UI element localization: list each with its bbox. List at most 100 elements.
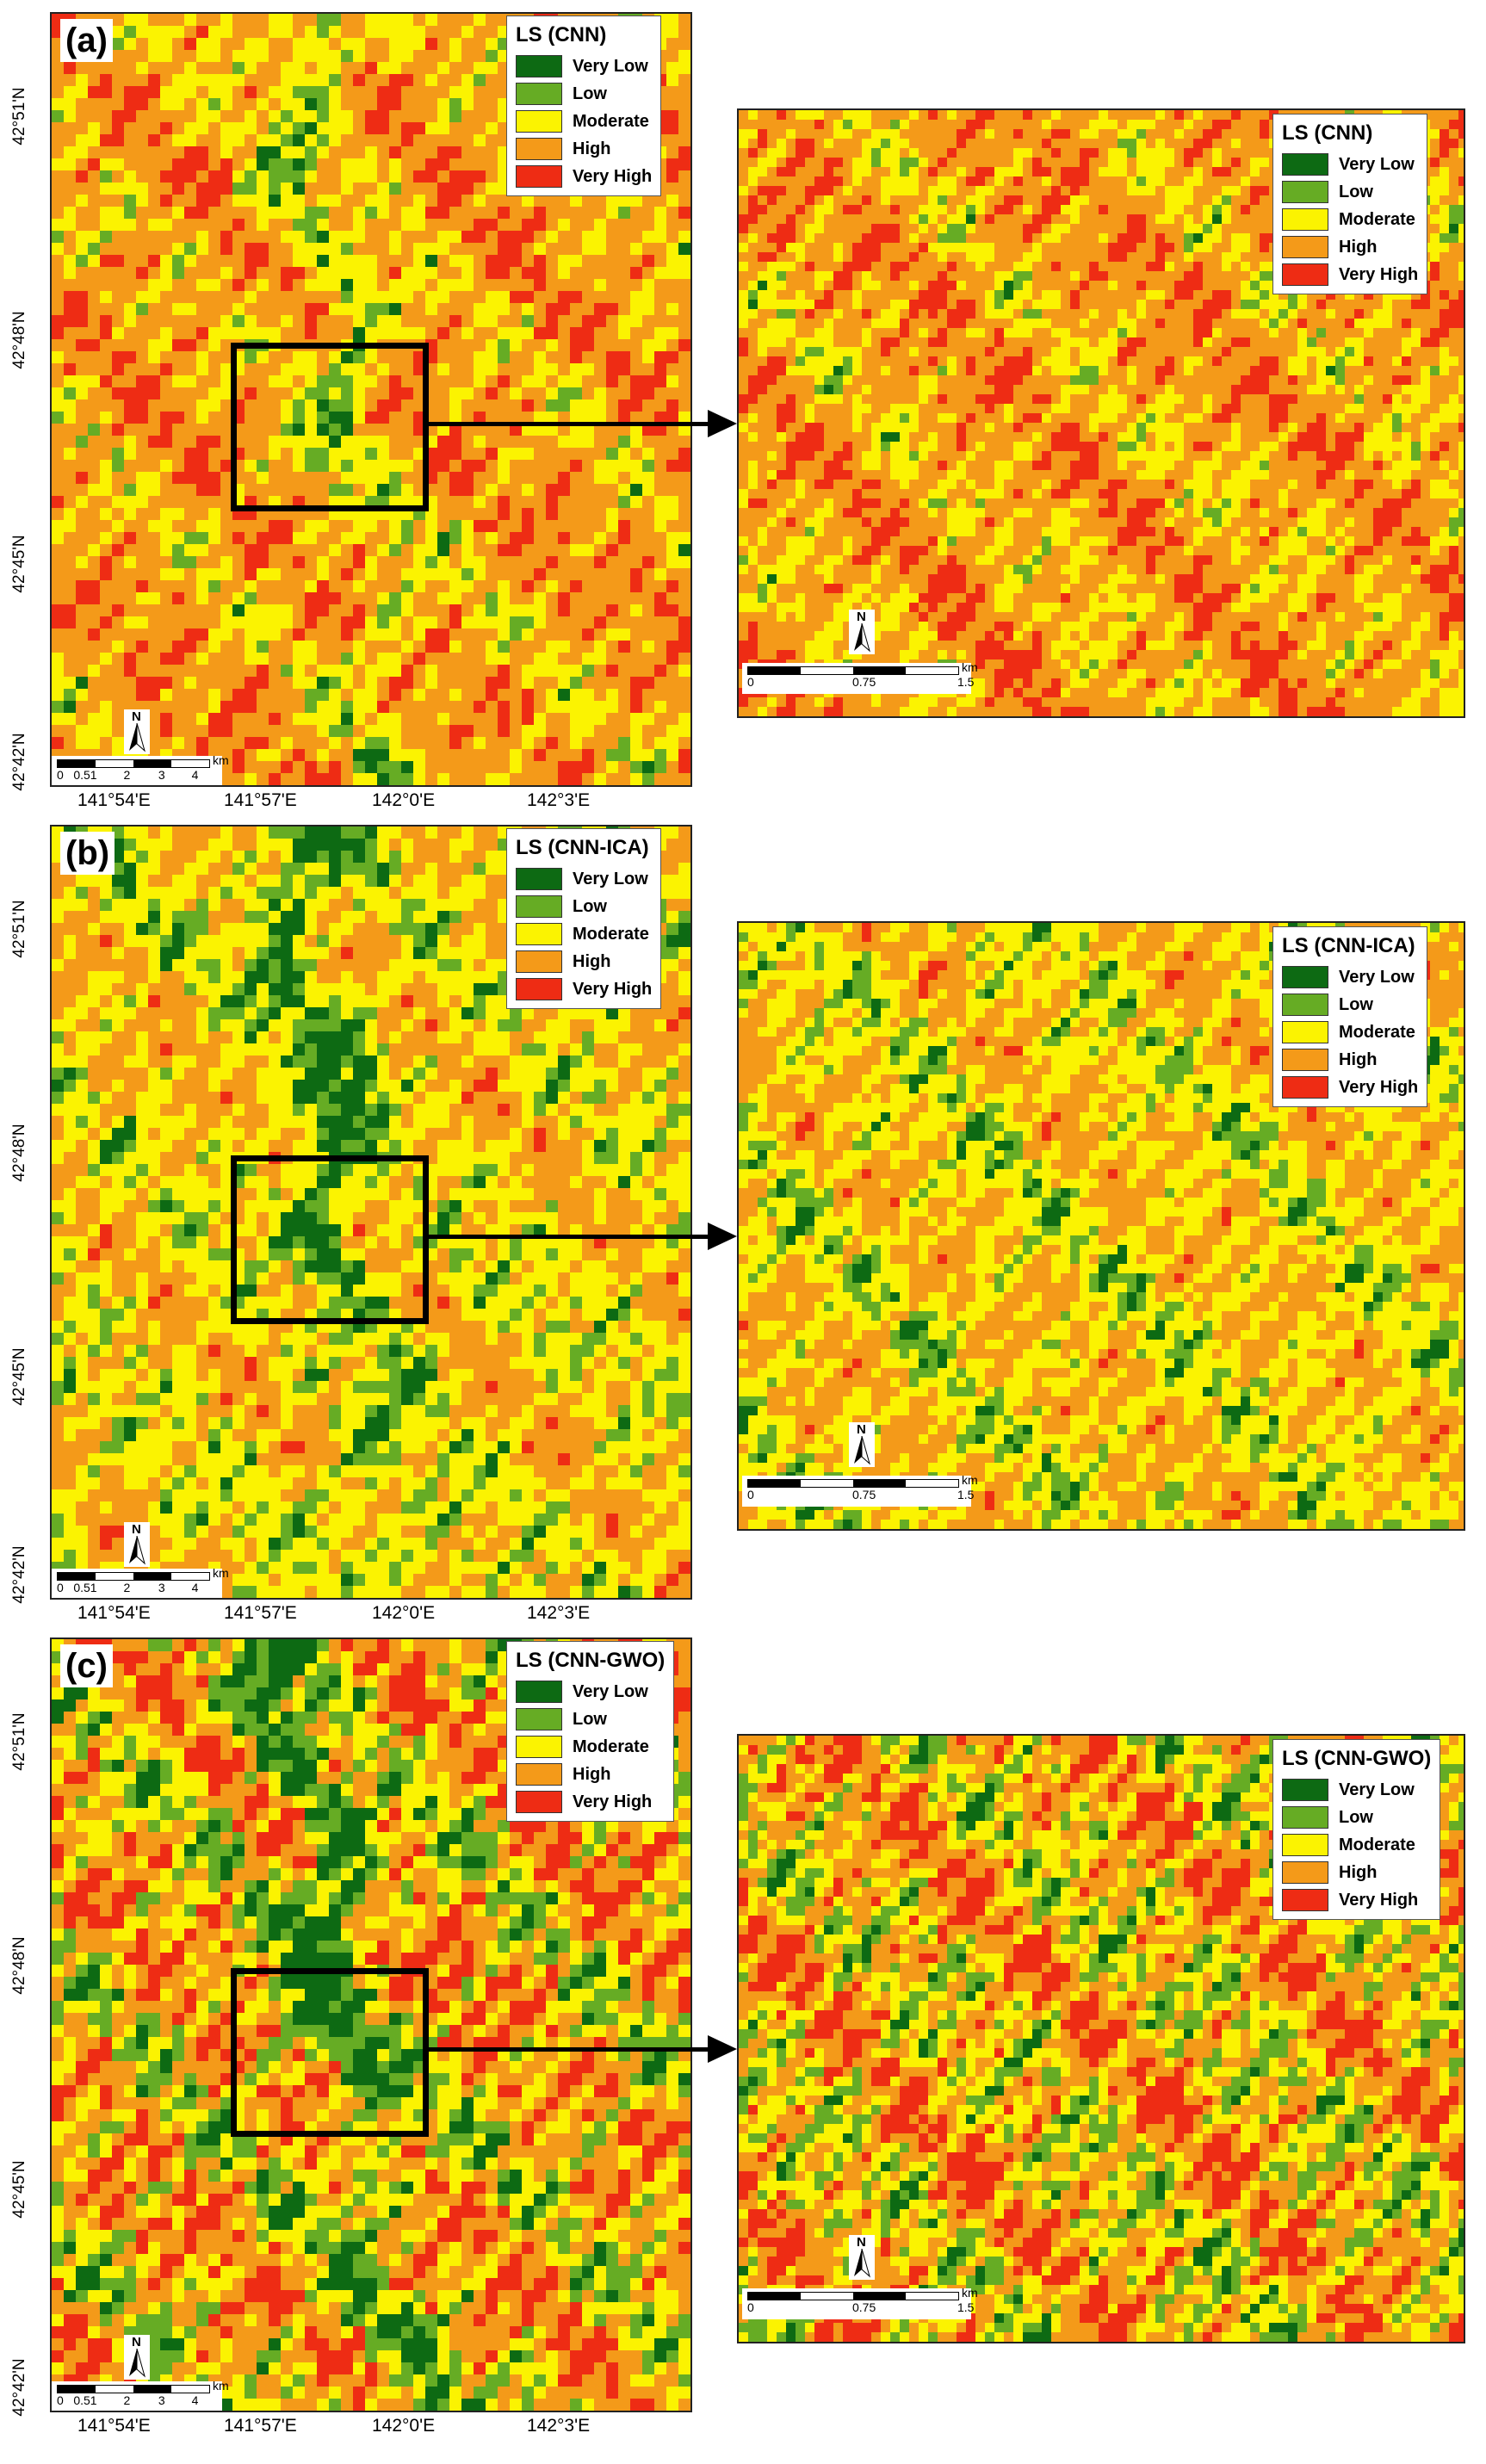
zoom-extent-box: [231, 1155, 429, 1324]
legend-item: High: [516, 135, 652, 163]
legend-swatch: [1282, 1806, 1328, 1829]
scale-segment: [58, 2386, 96, 2393]
scale-tick-label: 3: [158, 768, 165, 782]
scale-tick-label: 1.5: [957, 1488, 974, 1501]
scale-segment: [96, 760, 133, 767]
legend-label: High: [1339, 1863, 1377, 1883]
longitude-label: 142°0'E: [372, 2416, 435, 2436]
legend-swatch: [1282, 1076, 1328, 1099]
longitude-label: 142°3'E: [527, 790, 590, 811]
legend-swatch: [1282, 153, 1328, 176]
scale-tick-label: 0.5: [73, 768, 90, 782]
scale-tick-label: 0: [747, 2300, 754, 2314]
scale-bar-segments: km: [747, 660, 978, 675]
north-label: N: [857, 610, 866, 624]
legend-item: Very Low: [516, 865, 652, 893]
scale-tick-labels: 0 0.5 1 2 3 4: [57, 1581, 217, 1598]
latitude-label: 42°45'N: [10, 534, 29, 594]
scale-segment: [853, 1480, 906, 1487]
legend-label: High: [573, 139, 610, 159]
scale-tick-label: 0: [747, 1488, 754, 1501]
north-label: N: [132, 709, 141, 724]
zoom-arrow-line: [427, 422, 711, 426]
legend-swatch: [516, 1736, 562, 1758]
legend-item: Very Low: [516, 53, 652, 80]
scale-segment: [748, 1480, 801, 1487]
legend-label: Low: [573, 1710, 607, 1730]
north-arrow-icon: N: [124, 2335, 150, 2380]
legend-label: Very High: [573, 980, 652, 1000]
legend-label: Low: [1339, 995, 1373, 1015]
longitude-label: 141°54'E: [77, 790, 151, 811]
legend-item: Very Low: [1282, 963, 1418, 991]
north-arrow-icon: N: [849, 1422, 875, 1467]
legend-label: Very Low: [573, 870, 648, 889]
scale-tick-label: 0.75: [852, 2300, 876, 2314]
scale-tick-label: 1: [90, 768, 97, 782]
legend-item: Moderate: [516, 1733, 665, 1761]
scale-segment: [58, 1573, 96, 1580]
legend-label: Very Low: [1339, 155, 1415, 175]
zoomed-map[interactable]: LS (CNN) Very Low Low Moderate High Very High…: [737, 108, 1465, 718]
scale-segment: [58, 760, 96, 767]
scale-unit: km: [213, 753, 229, 767]
scale-segment: [906, 667, 958, 674]
zoom-arrow-line: [427, 2047, 711, 2052]
legend-swatch: [1282, 181, 1328, 203]
panel-a: (a) LS (CNN) Very Low Low Moderate High Very H…: [0, 0, 1486, 811]
legend-item: High: [1282, 1046, 1418, 1074]
legend-item: Low: [516, 1706, 665, 1733]
zoomed-map[interactable]: LS (CNN-ICA) Very Low Low Moderate High Very …: [737, 921, 1465, 1531]
legend-swatch: [516, 165, 562, 188]
longitude-label: 141°57'E: [224, 790, 297, 811]
scale-tick-label: 4: [192, 768, 199, 782]
longitude-label: 142°3'E: [527, 2416, 590, 2436]
main-map[interactable]: (b) LS (CNN-ICA) Very Low Low Moderate High Ve…: [50, 825, 692, 1600]
legend-item: Very High: [1282, 261, 1418, 288]
north-arrow-glyph: [854, 1436, 870, 1465]
scale-segment: [801, 1480, 853, 1487]
legend-label: Low: [1339, 1808, 1373, 1828]
north-arrow-icon: N: [849, 2235, 875, 2280]
scale-segment: [96, 2386, 133, 2393]
legend-label: Low: [573, 897, 607, 917]
legend-swatch: [1282, 1779, 1328, 1801]
legend-label: Moderate: [573, 1737, 649, 1757]
scale-segment: [171, 760, 209, 767]
legend-2: LS (CNN-GWO) Very Low Low Moderate High Very …: [506, 1641, 675, 1822]
legend-swatch: [1282, 208, 1328, 231]
north-label: N: [132, 2335, 141, 2349]
legend-swatch: [1282, 1021, 1328, 1043]
legend-label: High: [573, 1765, 610, 1785]
legend-item: Very High: [516, 1788, 665, 1816]
scale-tick-label: 1.5: [957, 675, 974, 689]
legend-title: LS (CNN-GWO): [516, 1649, 665, 1673]
zoomed-map[interactable]: LS (CNN-GWO) Very Low Low Moderate High Very …: [737, 1734, 1465, 2343]
latitude-label: 42°51'N: [10, 86, 29, 146]
latitude-label: 42°48'N: [10, 310, 29, 370]
scale-segment: [133, 2386, 171, 2393]
main-map[interactable]: (a) LS (CNN) Very Low Low Moderate High Very H…: [50, 12, 692, 787]
legend-swatch: [516, 1791, 562, 1813]
legend-swatch: [516, 1681, 562, 1703]
legend-item: Very High: [516, 163, 652, 190]
zoom-arrow-head: [708, 410, 737, 437]
latitude-label: 42°42'N: [10, 732, 29, 792]
north-arrow-icon: N: [124, 1522, 150, 1567]
panel-label: (c): [60, 1644, 113, 1687]
scale-tick-labels: 0 0.5 1 2 3 4: [57, 2393, 217, 2411]
scale-tick-label: 1: [90, 1581, 97, 1594]
legend-item: Low: [516, 893, 652, 920]
zoom-arrow-head: [708, 1223, 737, 1250]
scale-tick-labels: 0 0.75 1.5: [747, 675, 974, 692]
legend-item: High: [1282, 233, 1418, 261]
legend-title: LS (CNN-ICA): [1282, 934, 1418, 958]
legend-label: High: [1339, 238, 1377, 257]
legend-label: Very Low: [1339, 1780, 1415, 1800]
legend-swatch: [1282, 1834, 1328, 1856]
legend-swatch: [1282, 1861, 1328, 1884]
legend-item: Low: [1282, 1804, 1431, 1831]
main-map[interactable]: (c) LS (CNN-GWO) Very Low Low Moderate High Ve…: [50, 1638, 692, 2412]
legend-swatch: [516, 950, 562, 973]
scale-tick-label: 2: [123, 2393, 130, 2407]
